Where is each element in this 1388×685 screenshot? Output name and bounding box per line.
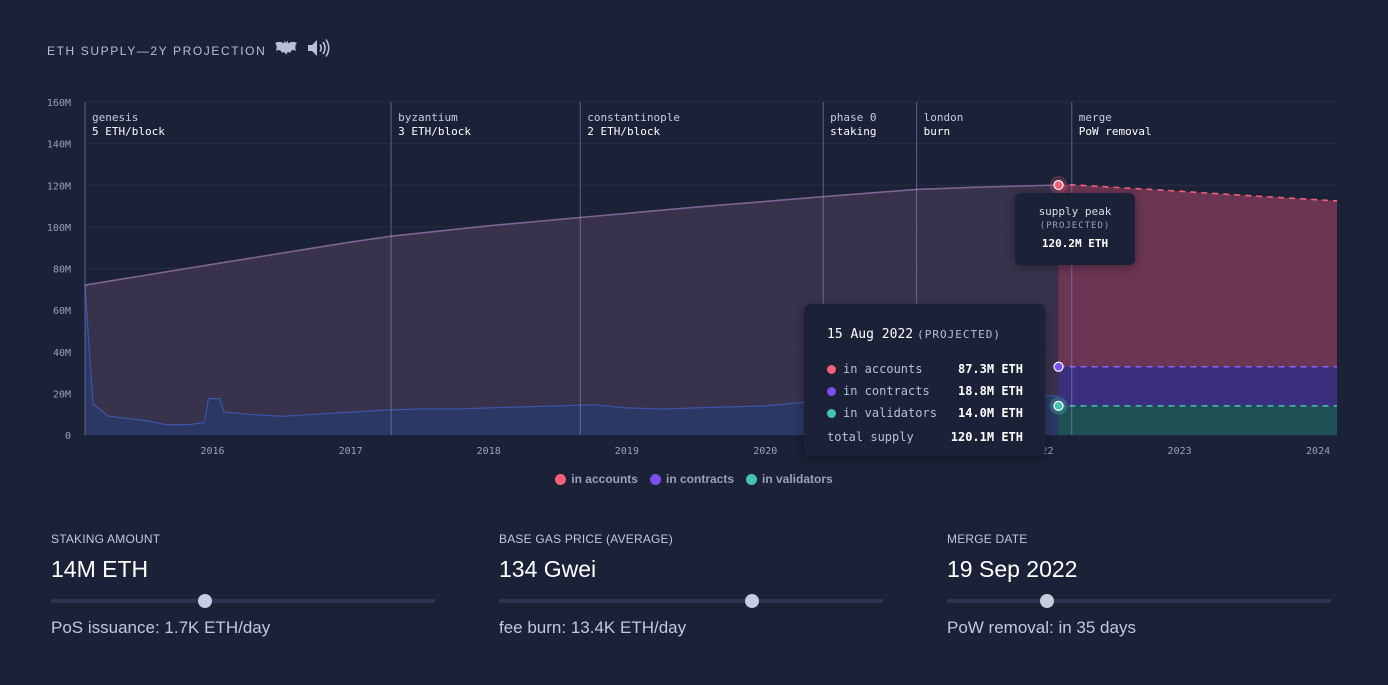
legend-label-validators: in validators bbox=[762, 472, 833, 486]
legend-label-accounts: in accounts bbox=[571, 472, 638, 486]
legend-dot-contracts bbox=[649, 473, 661, 485]
legend-label-contracts: in contracts bbox=[665, 472, 734, 486]
contracts-marker bbox=[1053, 361, 1064, 372]
x-tick-label: 2019 bbox=[615, 446, 639, 457]
merge-date-value: 19 Sep 2022 bbox=[947, 556, 1078, 582]
speaker-icon[interactable] bbox=[306, 38, 332, 63]
tooltip-dot-contracts bbox=[827, 386, 836, 396]
date-tooltip-header: 15 Aug 2022 (PROJECTED) bbox=[827, 327, 1001, 342]
tooltip-value-accounts: 87.3M ETH bbox=[957, 362, 1023, 376]
legend-dot-validators bbox=[746, 473, 757, 485]
annotation-name: phase 0 bbox=[830, 111, 876, 124]
validators-marker bbox=[1053, 400, 1064, 411]
tooltip-label-validators: in validators bbox=[843, 406, 937, 420]
title-row: ETH SUPPLY—2Y PROJECTION bbox=[47, 38, 332, 63]
staking-amount-thumb[interactable] bbox=[197, 594, 212, 608]
annotation-name: constantinople bbox=[587, 111, 680, 124]
y-tick-label: 160M bbox=[47, 98, 71, 109]
staking-amount-value: 14M ETH bbox=[51, 556, 149, 582]
annotation-name: london bbox=[924, 111, 964, 124]
contracts-line-historical bbox=[84, 285, 1059, 426]
chart-title: ETH SUPPLY—2Y PROJECTION bbox=[47, 43, 267, 58]
date-tooltip: 15 Aug 2022 (PROJECTED) in accounts 87.3M… bbox=[804, 304, 1045, 456]
base-gas-price-value: 134 Gwei bbox=[499, 556, 597, 582]
validators-area-projected bbox=[1058, 405, 1337, 435]
annotation-name: genesis bbox=[92, 111, 138, 124]
legend-item-contracts[interactable]: in contracts bbox=[649, 472, 734, 486]
control-base-gas-price: BASE GAS PRICE (AVERAGE) 134 Gwei fee bu… bbox=[499, 532, 883, 638]
eth-supply-chart: 0 20M 40M 60M 80M 100M 120M 140M 160M 2016 2017 201… bbox=[47, 98, 1338, 457]
base-gas-price-thumb[interactable] bbox=[745, 594, 760, 608]
tooltip-value-total: 120.1M ETH bbox=[950, 430, 1023, 444]
legend-dot-accounts bbox=[555, 473, 567, 485]
y-tick-label: 140M bbox=[47, 140, 71, 151]
control-merge-date: MERGE DATE 19 Sep 2022 PoW removal: in 3… bbox=[947, 532, 1331, 638]
tooltip-row-contracts: in contracts 18.8M ETH bbox=[827, 384, 1023, 398]
staking-amount-slider[interactable] bbox=[51, 593, 435, 609]
tooltip-value-validators: 14.0M ETH bbox=[957, 406, 1023, 420]
annotation-detail: 5 ETH/block bbox=[92, 125, 165, 138]
x-tick-label: 2017 bbox=[339, 446, 363, 457]
peak-tooltip-title: supply peak bbox=[1038, 205, 1112, 218]
tooltip-value-contracts: 18.8M ETH bbox=[957, 384, 1023, 398]
peak-tooltip-value: 120.2M ETH bbox=[1041, 237, 1109, 250]
y-tick-label: 80M bbox=[53, 265, 71, 276]
annotation-detail: burn bbox=[924, 125, 951, 138]
y-tick-label: 20M bbox=[53, 389, 71, 400]
base-gas-price-track[interactable] bbox=[499, 599, 883, 603]
tooltip-row-accounts: in accounts 87.3M ETH bbox=[827, 362, 1023, 376]
tooltip-dot-validators bbox=[827, 408, 836, 418]
y-tick-label: 100M bbox=[47, 223, 71, 234]
annotation-detail: 3 ETH/block bbox=[398, 125, 471, 138]
peak-marker bbox=[1053, 179, 1064, 191]
merge-date-slider[interactable] bbox=[947, 593, 1331, 609]
legend-item-accounts[interactable]: in accounts bbox=[555, 472, 638, 486]
x-tick-label: 2016 bbox=[200, 446, 224, 457]
legend-item-validators[interactable]: in validators bbox=[746, 472, 833, 486]
merge-date-label: MERGE DATE bbox=[947, 532, 1028, 546]
staking-amount-track[interactable] bbox=[51, 599, 435, 603]
base-gas-price-label: BASE GAS PRICE (AVERAGE) bbox=[499, 532, 673, 546]
peak-tooltip-tag: (PROJECTED) bbox=[1039, 221, 1111, 231]
tooltip-dot-accounts bbox=[827, 364, 836, 374]
annotation-detail: staking bbox=[830, 125, 876, 138]
tooltip-label-accounts: in accounts bbox=[843, 362, 923, 376]
merge-date-thumb[interactable] bbox=[1039, 594, 1054, 608]
pow-removal-text: PoW removal: in 35 days bbox=[947, 618, 1136, 637]
annotation-detail: 2 ETH/block bbox=[587, 125, 660, 138]
y-tick-label: 0 bbox=[65, 431, 71, 442]
fee-burn-text: fee burn: 13.4K ETH/day bbox=[499, 618, 687, 637]
control-staking-amount: STAKING AMOUNT 14M ETH PoS issuance: 1.7… bbox=[51, 532, 435, 638]
annotation-name: merge bbox=[1079, 111, 1112, 124]
y-tick-label: 120M bbox=[47, 181, 71, 192]
supply-peak-tooltip: supply peak (PROJECTED) 120.2M ETH bbox=[1015, 193, 1135, 265]
tooltip-label-contracts: in contracts bbox=[843, 384, 930, 398]
annotation-name: byzantium bbox=[398, 111, 458, 124]
chart-legend: in accounts in contracts in validators bbox=[0, 472, 1388, 486]
date-tooltip-tag: (PROJECTED) bbox=[917, 328, 1001, 341]
merge-date-track[interactable] bbox=[947, 599, 1331, 603]
x-tick-label: 2023 bbox=[1168, 446, 1192, 457]
tooltip-row-validators: in validators 14.0M ETH bbox=[827, 406, 1023, 420]
x-tick-label: 2024 bbox=[1306, 446, 1330, 457]
base-gas-price-slider[interactable] bbox=[499, 593, 883, 609]
tooltip-label-total: total supply bbox=[827, 430, 914, 444]
pos-issuance-text: PoS issuance: 1.7K ETH/day bbox=[51, 618, 271, 637]
accounts-line-projected bbox=[1058, 183, 1338, 202]
contracts-area-projected bbox=[1058, 366, 1337, 406]
annotation-detail: PoW removal bbox=[1079, 125, 1152, 138]
x-tick-label: 2020 bbox=[753, 446, 777, 457]
staking-amount-label: STAKING AMOUNT bbox=[51, 532, 161, 546]
tooltip-row-total: total supply 120.1M ETH bbox=[827, 430, 1023, 444]
y-tick-label: 40M bbox=[53, 348, 71, 359]
y-tick-label: 60M bbox=[53, 306, 71, 317]
date-tooltip-date: 15 Aug 2022 bbox=[827, 327, 914, 342]
bat-icon bbox=[274, 39, 298, 62]
x-tick-label: 2018 bbox=[477, 446, 501, 457]
